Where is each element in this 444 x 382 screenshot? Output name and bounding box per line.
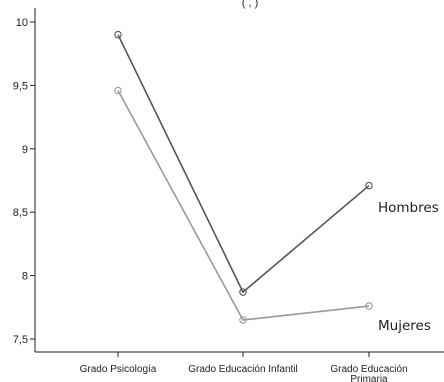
chart-title-fragment: ( , ) <box>242 0 259 9</box>
data-point-hombres <box>114 30 122 39</box>
chart-axes <box>34 8 444 353</box>
x-tick-label: Grado Psicología <box>80 364 157 375</box>
y-tick-label: 8 <box>22 271 28 283</box>
series-lines: Hombres Mujeres <box>114 30 439 334</box>
data-point-mujeres <box>114 86 122 95</box>
y-tick-label: 9,5 <box>13 80 28 92</box>
y-tick-label: 7,5 <box>13 334 28 346</box>
series-line-hombres <box>117 34 370 294</box>
x-tick-labels: Grado Psicología Grado Educación Infantil… <box>80 352 408 382</box>
data-point-mujeres <box>365 302 373 310</box>
data-point-hombres <box>239 288 247 296</box>
data-point-hombres <box>365 181 373 190</box>
y-ticks: 10 9,5 9 8,5 8 7,5 <box>13 17 35 346</box>
y-tick-label: 9 <box>22 144 28 156</box>
y-tick-label: 8,5 <box>13 207 28 219</box>
series-label-hombres: Hombres <box>378 200 439 216</box>
series-line-mujeres <box>117 90 370 321</box>
series-label-mujeres: Mujeres <box>378 318 431 334</box>
data-point-mujeres <box>239 316 247 324</box>
x-tick-label: Grado Educación Primaria <box>330 364 407 382</box>
x-tick-label: Grado Educación Infantil <box>188 364 298 375</box>
y-tick-label: 10 <box>16 17 28 29</box>
